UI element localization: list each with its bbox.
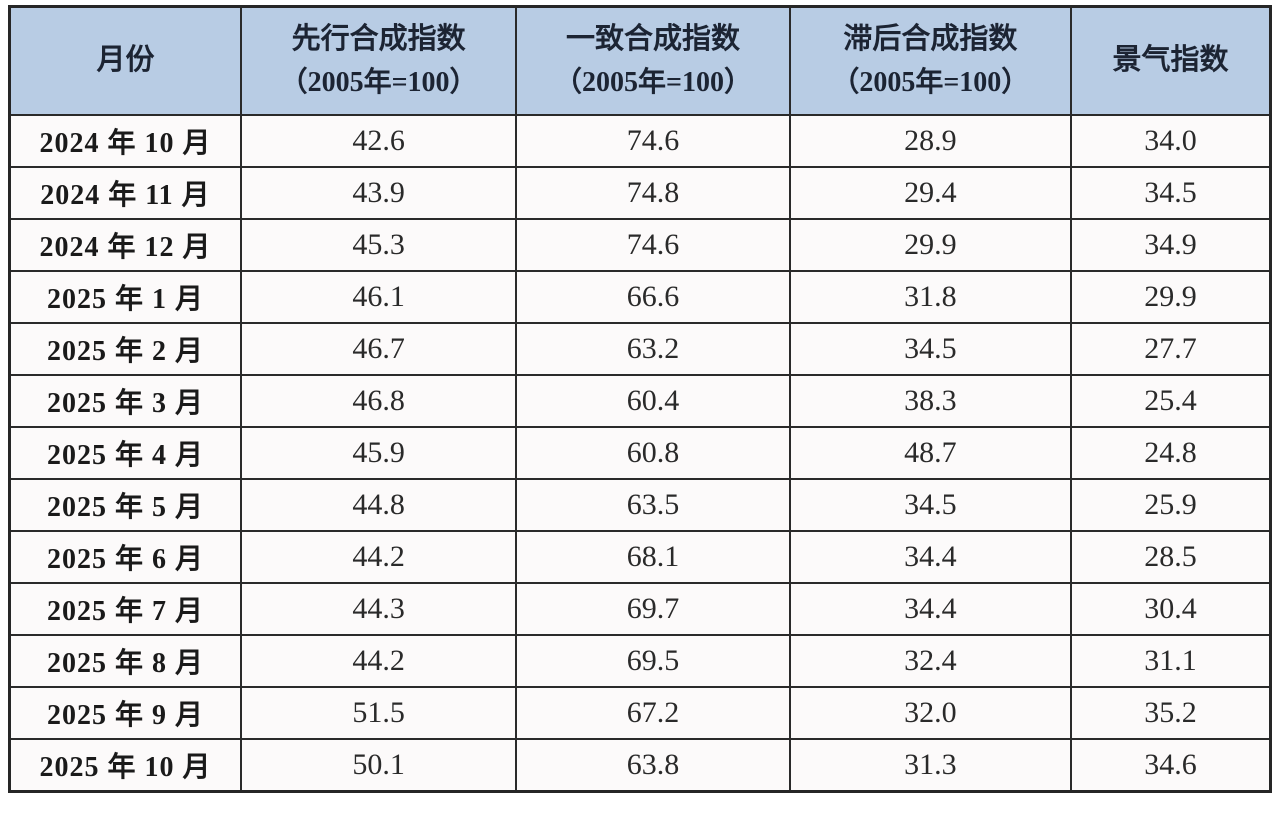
leading-index-cell: 44.3 (239, 582, 518, 636)
coincident-index-cell: 60.8 (515, 426, 791, 480)
leading-index-cell: 46.7 (239, 322, 518, 376)
table-row: 2025 年 5 月 44.8 63.5 34.5 25.9 (8, 478, 1272, 532)
col-header-leading-title: 先行合成指数 (291, 23, 466, 56)
leading-index-cell: 42.6 (239, 114, 518, 168)
lagging-index-cell: 29.4 (788, 166, 1072, 220)
lagging-index-cell: 38.3 (788, 374, 1072, 428)
coincident-index-cell: 74.8 (515, 166, 791, 220)
col-header-leading-index: 先行合成指数 （2005年=100） (239, 5, 518, 116)
table-body: 2024 年 10 月 42.6 74.6 28.9 34.0 2024 年 1… (8, 114, 1272, 793)
table-row: 2025 年 7 月 44.3 69.7 34.4 30.4 (8, 582, 1272, 636)
col-header-coincident-index: 一致合成指数 （2005年=100） (515, 5, 791, 116)
coincident-index-cell: 74.6 (515, 114, 791, 168)
composite-index-table: 月份 先行合成指数 （2005年=100） 一致合成指数 （2005年=100）… (8, 5, 1272, 793)
month-cell: 2025 年 7 月 (8, 582, 242, 636)
index-table-container: 月份 先行合成指数 （2005年=100） 一致合成指数 （2005年=100）… (8, 5, 1272, 793)
coincident-index-cell: 68.1 (515, 530, 791, 584)
coincident-index-cell: 74.6 (515, 218, 791, 272)
coincident-index-cell: 63.8 (515, 738, 791, 793)
prosperity-index-cell: 30.4 (1069, 582, 1272, 636)
month-cell: 2025 年 4 月 (8, 426, 242, 480)
month-cell: 2024 年 11 月 (8, 166, 242, 220)
prosperity-index-cell: 29.9 (1069, 270, 1272, 324)
coincident-index-cell: 69.5 (515, 634, 791, 688)
lagging-index-cell: 31.8 (788, 270, 1072, 324)
table-row: 2025 年 6 月 44.2 68.1 34.4 28.5 (8, 530, 1272, 584)
coincident-index-cell: 60.4 (515, 374, 791, 428)
lagging-index-cell: 48.7 (788, 426, 1072, 480)
leading-index-cell: 46.8 (239, 374, 518, 428)
prosperity-index-cell: 27.7 (1069, 322, 1272, 376)
month-cell: 2025 年 3 月 (8, 374, 242, 428)
table-row: 2025 年 10 月 50.1 63.8 31.3 34.6 (8, 738, 1272, 793)
table-row: 2025 年 4 月 45.9 60.8 48.7 24.8 (8, 426, 1272, 480)
month-cell: 2024 年 10 月 (8, 114, 242, 168)
month-cell: 2025 年 1 月 (8, 270, 242, 324)
header-row: 月份 先行合成指数 （2005年=100） 一致合成指数 （2005年=100）… (8, 5, 1272, 116)
col-header-prosperity-label: 景气指数 (1112, 44, 1229, 77)
leading-index-cell: 46.1 (239, 270, 518, 324)
prosperity-index-cell: 31.1 (1069, 634, 1272, 688)
table-row: 2025 年 2 月 46.7 63.2 34.5 27.7 (8, 322, 1272, 376)
prosperity-index-cell: 28.5 (1069, 530, 1272, 584)
lagging-index-cell: 32.0 (788, 686, 1072, 740)
col-header-leading-subtitle: （2005年=100） (279, 66, 478, 98)
coincident-index-cell: 67.2 (515, 686, 791, 740)
col-header-prosperity-index: 景气指数 (1069, 5, 1272, 116)
leading-index-cell: 43.9 (239, 166, 518, 220)
lagging-index-cell: 34.5 (788, 478, 1072, 532)
coincident-index-cell: 63.2 (515, 322, 791, 376)
lagging-index-cell: 34.4 (788, 530, 1072, 584)
table-row: 2024 年 10 月 42.6 74.6 28.9 34.0 (8, 114, 1272, 168)
prosperity-index-cell: 34.0 (1069, 114, 1272, 168)
month-cell: 2025 年 9 月 (8, 686, 242, 740)
table-row: 2024 年 12 月 45.3 74.6 29.9 34.9 (8, 218, 1272, 272)
coincident-index-cell: 69.7 (515, 582, 791, 636)
leading-index-cell: 45.3 (239, 218, 518, 272)
prosperity-index-cell: 24.8 (1069, 426, 1272, 480)
table-row: 2025 年 1 月 46.1 66.6 31.8 29.9 (8, 270, 1272, 324)
month-cell: 2025 年 5 月 (8, 478, 242, 532)
month-cell: 2025 年 8 月 (8, 634, 242, 688)
coincident-index-cell: 63.5 (515, 478, 791, 532)
month-cell: 2025 年 6 月 (8, 530, 242, 584)
prosperity-index-cell: 34.5 (1069, 166, 1272, 220)
table-row: 2024 年 11 月 43.9 74.8 29.4 34.5 (8, 166, 1272, 220)
month-cell: 2025 年 2 月 (8, 322, 242, 376)
col-header-coincident-subtitle: （2005年=100） (553, 66, 752, 98)
prosperity-index-cell: 25.4 (1069, 374, 1272, 428)
leading-index-cell: 44.2 (239, 634, 518, 688)
col-header-lagging-index: 滞后合成指数 （2005年=100） (788, 5, 1072, 116)
leading-index-cell: 50.1 (239, 738, 518, 793)
prosperity-index-cell: 35.2 (1069, 686, 1272, 740)
prosperity-index-cell: 34.6 (1069, 738, 1272, 793)
col-header-lagging-subtitle: （2005年=100） (831, 66, 1030, 98)
table-row: 2025 年 9 月 51.5 67.2 32.0 35.2 (8, 686, 1272, 740)
leading-index-cell: 45.9 (239, 426, 518, 480)
lagging-index-cell: 29.9 (788, 218, 1072, 272)
coincident-index-cell: 66.6 (515, 270, 791, 324)
col-header-month-label: 月份 (96, 44, 155, 77)
month-cell: 2025 年 10 月 (8, 738, 242, 793)
leading-index-cell: 44.2 (239, 530, 518, 584)
table-row: 2025 年 8 月 44.2 69.5 32.4 31.1 (8, 634, 1272, 688)
col-header-month: 月份 (8, 5, 242, 116)
leading-index-cell: 44.8 (239, 478, 518, 532)
leading-index-cell: 51.5 (239, 686, 518, 740)
prosperity-index-cell: 25.9 (1069, 478, 1272, 532)
lagging-index-cell: 34.4 (788, 582, 1072, 636)
lagging-index-cell: 32.4 (788, 634, 1072, 688)
lagging-index-cell: 31.3 (788, 738, 1072, 793)
prosperity-index-cell: 34.9 (1069, 218, 1272, 272)
lagging-index-cell: 34.5 (788, 322, 1072, 376)
month-cell: 2024 年 12 月 (8, 218, 242, 272)
col-header-coincident-title: 一致合成指数 (565, 23, 740, 56)
lagging-index-cell: 28.9 (788, 114, 1072, 168)
col-header-lagging-title: 滞后合成指数 (843, 23, 1018, 56)
table-row: 2025 年 3 月 46.8 60.4 38.3 25.4 (8, 374, 1272, 428)
table-header: 月份 先行合成指数 （2005年=100） 一致合成指数 （2005年=100）… (8, 5, 1272, 116)
